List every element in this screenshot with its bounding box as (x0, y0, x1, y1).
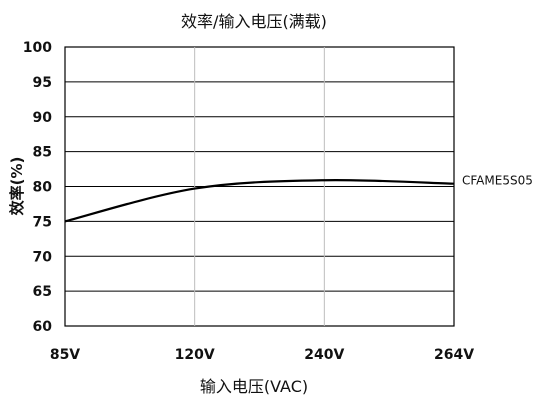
y-tick-label: 90 (33, 110, 53, 126)
y-tick-label: 95 (33, 75, 52, 91)
y-tick-label: 70 (33, 249, 53, 265)
y-tick-label: 65 (33, 284, 52, 300)
x-axis-title: 输入电压(VAC) (200, 377, 308, 396)
y-tick-labels: 100 95 90 85 80 75 70 65 60 (23, 40, 52, 335)
y-axis-title: 效率(%) (8, 157, 26, 216)
x-tick-label: 120V (175, 347, 215, 363)
x-tick-label: 85V (50, 347, 80, 363)
series-label: CFAME5S05 (462, 174, 533, 188)
x-tick-label: 240V (304, 347, 344, 363)
y-tick-label: 85 (33, 145, 52, 161)
grid-lines (65, 47, 454, 326)
x-tick-label: 264V (434, 347, 474, 363)
y-tick-label: 100 (23, 40, 52, 56)
y-tick-label: 60 (33, 319, 53, 335)
series-line (64, 179, 455, 223)
y-tick-label: 80 (33, 180, 53, 196)
series-group: CFAME5S05 (64, 174, 533, 223)
x-tick-labels: 85V 120V 240V 264V (50, 347, 474, 363)
chart-title: 效率/输入电压(满载) (181, 12, 327, 31)
y-tick-label: 75 (33, 214, 52, 230)
